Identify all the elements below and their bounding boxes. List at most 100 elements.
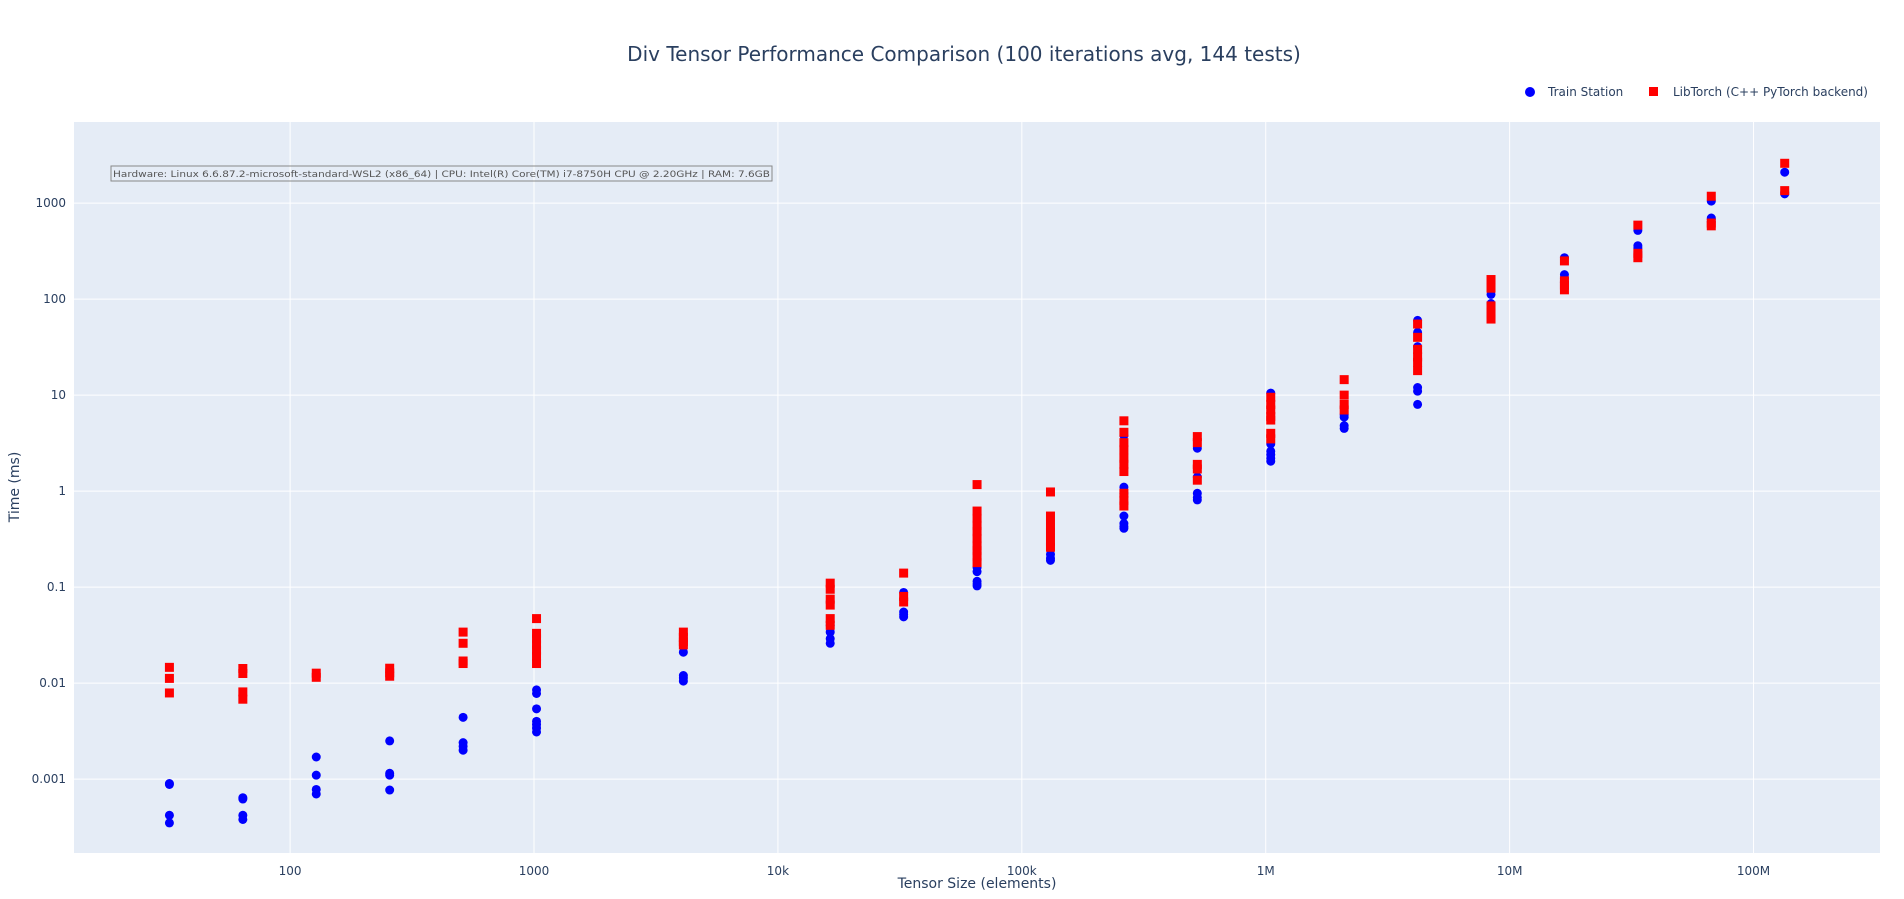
- libtorch-point[interactable]: [458, 638, 468, 648]
- libtorch-point[interactable]: [1192, 438, 1202, 448]
- libtorch-point[interactable]: [164, 688, 174, 698]
- libtorch-point[interactable]: [1706, 221, 1716, 231]
- libtorch-point[interactable]: [1266, 434, 1276, 444]
- libtorch-point[interactable]: [164, 662, 174, 672]
- train-station-point[interactable]: [1119, 511, 1129, 521]
- train-station-point[interactable]: [1413, 386, 1423, 396]
- libtorch-point[interactable]: [1559, 280, 1569, 290]
- libtorch-point[interactable]: [1119, 501, 1129, 511]
- train-station-point[interactable]: [164, 810, 174, 820]
- train-station-point[interactable]: [311, 770, 321, 780]
- libtorch-point[interactable]: [678, 640, 688, 650]
- libtorch-point[interactable]: [825, 614, 835, 624]
- libtorch-point[interactable]: [1339, 375, 1349, 385]
- libtorch-point[interactable]: [1486, 301, 1496, 311]
- train-station-point[interactable]: [532, 688, 542, 698]
- train-station-point[interactable]: [899, 612, 909, 622]
- libtorch-point[interactable]: [972, 480, 982, 490]
- libtorch-point[interactable]: [1486, 309, 1496, 319]
- libtorch-point[interactable]: [1413, 357, 1423, 367]
- libtorch-point[interactable]: [825, 594, 835, 604]
- libtorch-point[interactable]: [1266, 399, 1276, 409]
- train-station-point[interactable]: [311, 789, 321, 799]
- train-station-point[interactable]: [238, 794, 248, 804]
- libtorch-point[interactable]: [1045, 519, 1055, 529]
- train-station-point[interactable]: [385, 785, 395, 795]
- train-station-point[interactable]: [1339, 423, 1349, 433]
- libtorch-point[interactable]: [1266, 428, 1276, 438]
- train-station-point[interactable]: [311, 752, 321, 762]
- libtorch-point[interactable]: [1192, 475, 1202, 485]
- libtorch-point[interactable]: [1266, 415, 1276, 425]
- libtorch-point[interactable]: [1780, 186, 1790, 196]
- train-station-point[interactable]: [972, 567, 982, 577]
- libtorch-point[interactable]: [1045, 528, 1055, 538]
- libtorch-point[interactable]: [311, 672, 321, 682]
- train-station-point[interactable]: [825, 627, 835, 637]
- libtorch-point[interactable]: [1119, 427, 1129, 437]
- libtorch-point[interactable]: [899, 568, 909, 578]
- train-station-point[interactable]: [385, 736, 395, 746]
- train-station-point[interactable]: [1780, 167, 1790, 177]
- train-station-point[interactable]: [385, 770, 395, 780]
- libtorch-point[interactable]: [1486, 314, 1496, 324]
- libtorch-point[interactable]: [1045, 542, 1055, 552]
- libtorch-point[interactable]: [532, 651, 542, 661]
- libtorch-point[interactable]: [1780, 158, 1790, 168]
- libtorch-point[interactable]: [1192, 432, 1202, 442]
- libtorch-point[interactable]: [972, 551, 982, 561]
- libtorch-point[interactable]: [1119, 467, 1129, 477]
- legend-item-train-station[interactable]: Train Station: [1525, 85, 1623, 99]
- libtorch-point[interactable]: [532, 659, 542, 669]
- train-station-point[interactable]: [1413, 399, 1423, 409]
- libtorch-point[interactable]: [678, 627, 688, 637]
- libtorch-point[interactable]: [1633, 253, 1643, 263]
- libtorch-point[interactable]: [1559, 256, 1569, 266]
- train-station-point[interactable]: [238, 814, 248, 824]
- libtorch-point[interactable]: [238, 664, 248, 674]
- libtorch-point[interactable]: [1413, 344, 1423, 354]
- libtorch-point[interactable]: [238, 668, 248, 678]
- libtorch-point[interactable]: [238, 694, 248, 704]
- libtorch-point[interactable]: [1413, 319, 1423, 329]
- train-station-point[interactable]: [1192, 495, 1202, 505]
- libtorch-point[interactable]: [458, 627, 468, 637]
- libtorch-point[interactable]: [1192, 459, 1202, 469]
- libtorch-point[interactable]: [899, 597, 909, 607]
- libtorch-point[interactable]: [238, 687, 248, 697]
- libtorch-point[interactable]: [1119, 495, 1129, 505]
- libtorch-point[interactable]: [1119, 488, 1129, 498]
- libtorch-point[interactable]: [825, 620, 835, 630]
- libtorch-point[interactable]: [1413, 332, 1423, 342]
- libtorch-point[interactable]: [972, 513, 982, 523]
- libtorch-point[interactable]: [1266, 405, 1276, 415]
- libtorch-point[interactable]: [385, 663, 395, 673]
- libtorch-point[interactable]: [825, 584, 835, 594]
- train-station-point[interactable]: [678, 676, 688, 686]
- libtorch-point[interactable]: [972, 558, 982, 568]
- libtorch-point[interactable]: [385, 671, 395, 681]
- train-station-point[interactable]: [164, 818, 174, 828]
- train-station-point[interactable]: [458, 712, 468, 722]
- train-station-point[interactable]: [164, 779, 174, 789]
- libtorch-point[interactable]: [899, 591, 909, 601]
- libtorch-point[interactable]: [458, 659, 468, 669]
- libtorch-point[interactable]: [532, 628, 542, 638]
- libtorch-point[interactable]: [1045, 487, 1055, 497]
- libtorch-point[interactable]: [1339, 399, 1349, 409]
- train-station-point[interactable]: [678, 647, 688, 657]
- libtorch-point[interactable]: [1192, 464, 1202, 474]
- libtorch-point[interactable]: [1413, 352, 1423, 362]
- train-station-point[interactable]: [532, 727, 542, 737]
- libtorch-point[interactable]: [1119, 445, 1129, 455]
- libtorch-point[interactable]: [1045, 511, 1055, 521]
- libtorch-point[interactable]: [1339, 405, 1349, 415]
- libtorch-point[interactable]: [972, 541, 982, 551]
- train-station-point[interactable]: [825, 638, 835, 648]
- train-station-point[interactable]: [532, 704, 542, 714]
- libtorch-point[interactable]: [972, 534, 982, 544]
- libtorch-point[interactable]: [1119, 453, 1129, 463]
- libtorch-point[interactable]: [532, 645, 542, 655]
- libtorch-point[interactable]: [1339, 390, 1349, 400]
- libtorch-point[interactable]: [1119, 438, 1129, 448]
